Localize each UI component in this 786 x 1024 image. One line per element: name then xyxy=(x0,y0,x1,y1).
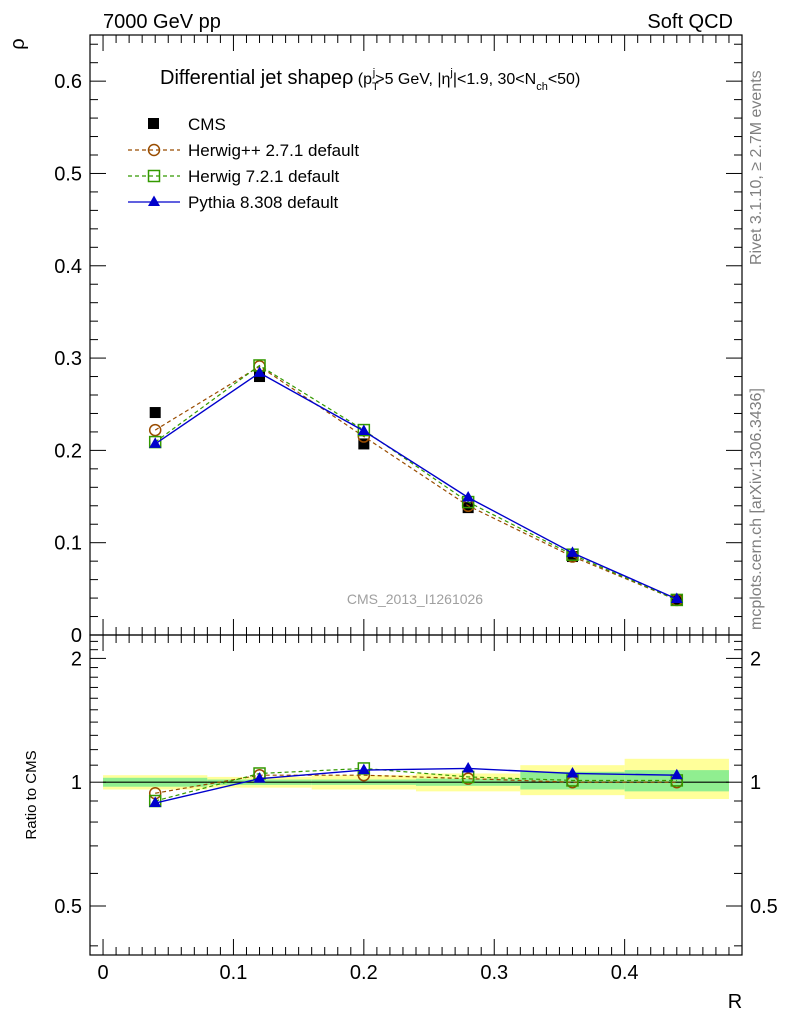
x-tick-label: 0.2 xyxy=(350,962,378,984)
legend-marker-herwig7 xyxy=(147,169,161,183)
x-axis-label: R xyxy=(728,991,742,1013)
ratio-axis-ticks: 0.5 0.5 1 1 2 2 0 0.1 0.2 0.3 0.4 xyxy=(54,635,778,984)
point-pythia-5 xyxy=(670,592,683,603)
point-pythia-4 xyxy=(566,766,579,778)
legend-label-cms: CMS xyxy=(188,115,226,134)
legend-item-herwigpp: Herwig++ 2.7.1 default xyxy=(128,141,359,160)
legend-label-pythia: Pythia 8.308 default xyxy=(188,193,339,212)
legend-item-herwig7: Herwig 7.2.1 default xyxy=(128,167,339,186)
legend-label-herwigpp: Herwig++ 2.7.1 default xyxy=(188,141,359,160)
ratio-y-axis-label: Ratio to CMS xyxy=(23,750,40,839)
point-pythia-5 xyxy=(670,768,683,780)
ratio-y-tick-label-right: 2 xyxy=(750,648,761,670)
point-pythia-3 xyxy=(462,490,475,502)
ratio-y-tick-label-right: 0.5 xyxy=(750,896,778,918)
x-tick-label: 0.3 xyxy=(480,962,508,984)
ratio-panel: 0.5 0.5 1 1 2 2 0 0.1 0.2 0.3 0.4 Ratio to CMS R xyxy=(23,634,778,1013)
series-line-pythia xyxy=(154,372,678,600)
point-pythia-0 xyxy=(149,437,162,448)
series-line-herwigpp xyxy=(155,774,677,794)
legend-marker-cms xyxy=(148,118,159,129)
main-y-tick-label: 0.4 xyxy=(54,256,82,278)
point-herwigpp-0 xyxy=(148,423,162,437)
ratio-y-tick-label: 1 xyxy=(71,772,82,794)
mcplots-label: mcplots.cern.ch [arXiv:1306.3436] xyxy=(748,388,765,630)
point-pythia-2 xyxy=(357,424,370,435)
legend-marker-herwigpp xyxy=(147,143,161,157)
point-cms-2 xyxy=(358,438,370,450)
main-y-tick-label: 0.5 xyxy=(54,163,82,185)
point-pythia-1 xyxy=(253,772,266,783)
header-left: 7000 GeV pp xyxy=(103,11,221,33)
main-y-tick-label: 0.2 xyxy=(54,440,82,462)
series-line-pythia xyxy=(155,767,677,804)
main-y-tick-label: 0 xyxy=(71,625,82,647)
legend: CMS Herwig++ 2.7.1 default Herwig 7.2.1 … xyxy=(128,115,359,212)
main-y-tick-label: 0.1 xyxy=(54,533,82,555)
point-pythia-2 xyxy=(357,763,370,775)
ratio-series xyxy=(148,761,684,808)
point-pythia-0 xyxy=(149,796,162,808)
main-series xyxy=(148,359,684,607)
point-cms-0 xyxy=(149,407,161,419)
point-pythia-1 xyxy=(253,366,266,377)
legend-marker-pythia xyxy=(148,195,160,206)
x-tick-label: 0 xyxy=(97,962,108,984)
legend-item-pythia: Pythia 8.308 default xyxy=(128,193,339,212)
point-pythia-4 xyxy=(566,546,579,557)
series-line-herwig7 xyxy=(154,364,678,601)
x-tick-label: 0.4 xyxy=(611,962,639,984)
ratio-y-tick-label: 2 xyxy=(71,648,82,670)
ratio-y-tick-label: 0.5 xyxy=(54,896,82,918)
header-right: Soft QCD xyxy=(647,11,733,33)
x-tick-label: 0.1 xyxy=(220,962,248,984)
main-y-axis-label: ρ xyxy=(7,38,29,49)
ratio-y-tick-label-right: 1 xyxy=(750,772,761,794)
rivet-version-label: Rivet 3.1.10, ≥ 2.7M events xyxy=(748,70,765,265)
main-panel: 0 0.1 0.2 0.3 0.4 0.5 0.6 ρ Differential jet s… xyxy=(7,34,743,647)
analysis-watermark: CMS_2013_I1261026 xyxy=(347,591,483,607)
main-y-tick-label: 0.3 xyxy=(54,348,82,370)
legend-item-cms: CMS xyxy=(148,115,226,134)
point-pythia-3 xyxy=(462,761,475,773)
legend-label-herwig7: Herwig 7.2.1 default xyxy=(188,167,339,186)
main-axis-ticks: 0 0.1 0.2 0.3 0.4 0.5 0.6 xyxy=(54,35,742,647)
main-y-tick-label: 0.6 xyxy=(54,71,82,93)
main-chart-title: Differential jet shapeρ (pTj>5 GeV, |ηj|… xyxy=(160,67,580,93)
series-line-herwigpp xyxy=(154,365,678,601)
